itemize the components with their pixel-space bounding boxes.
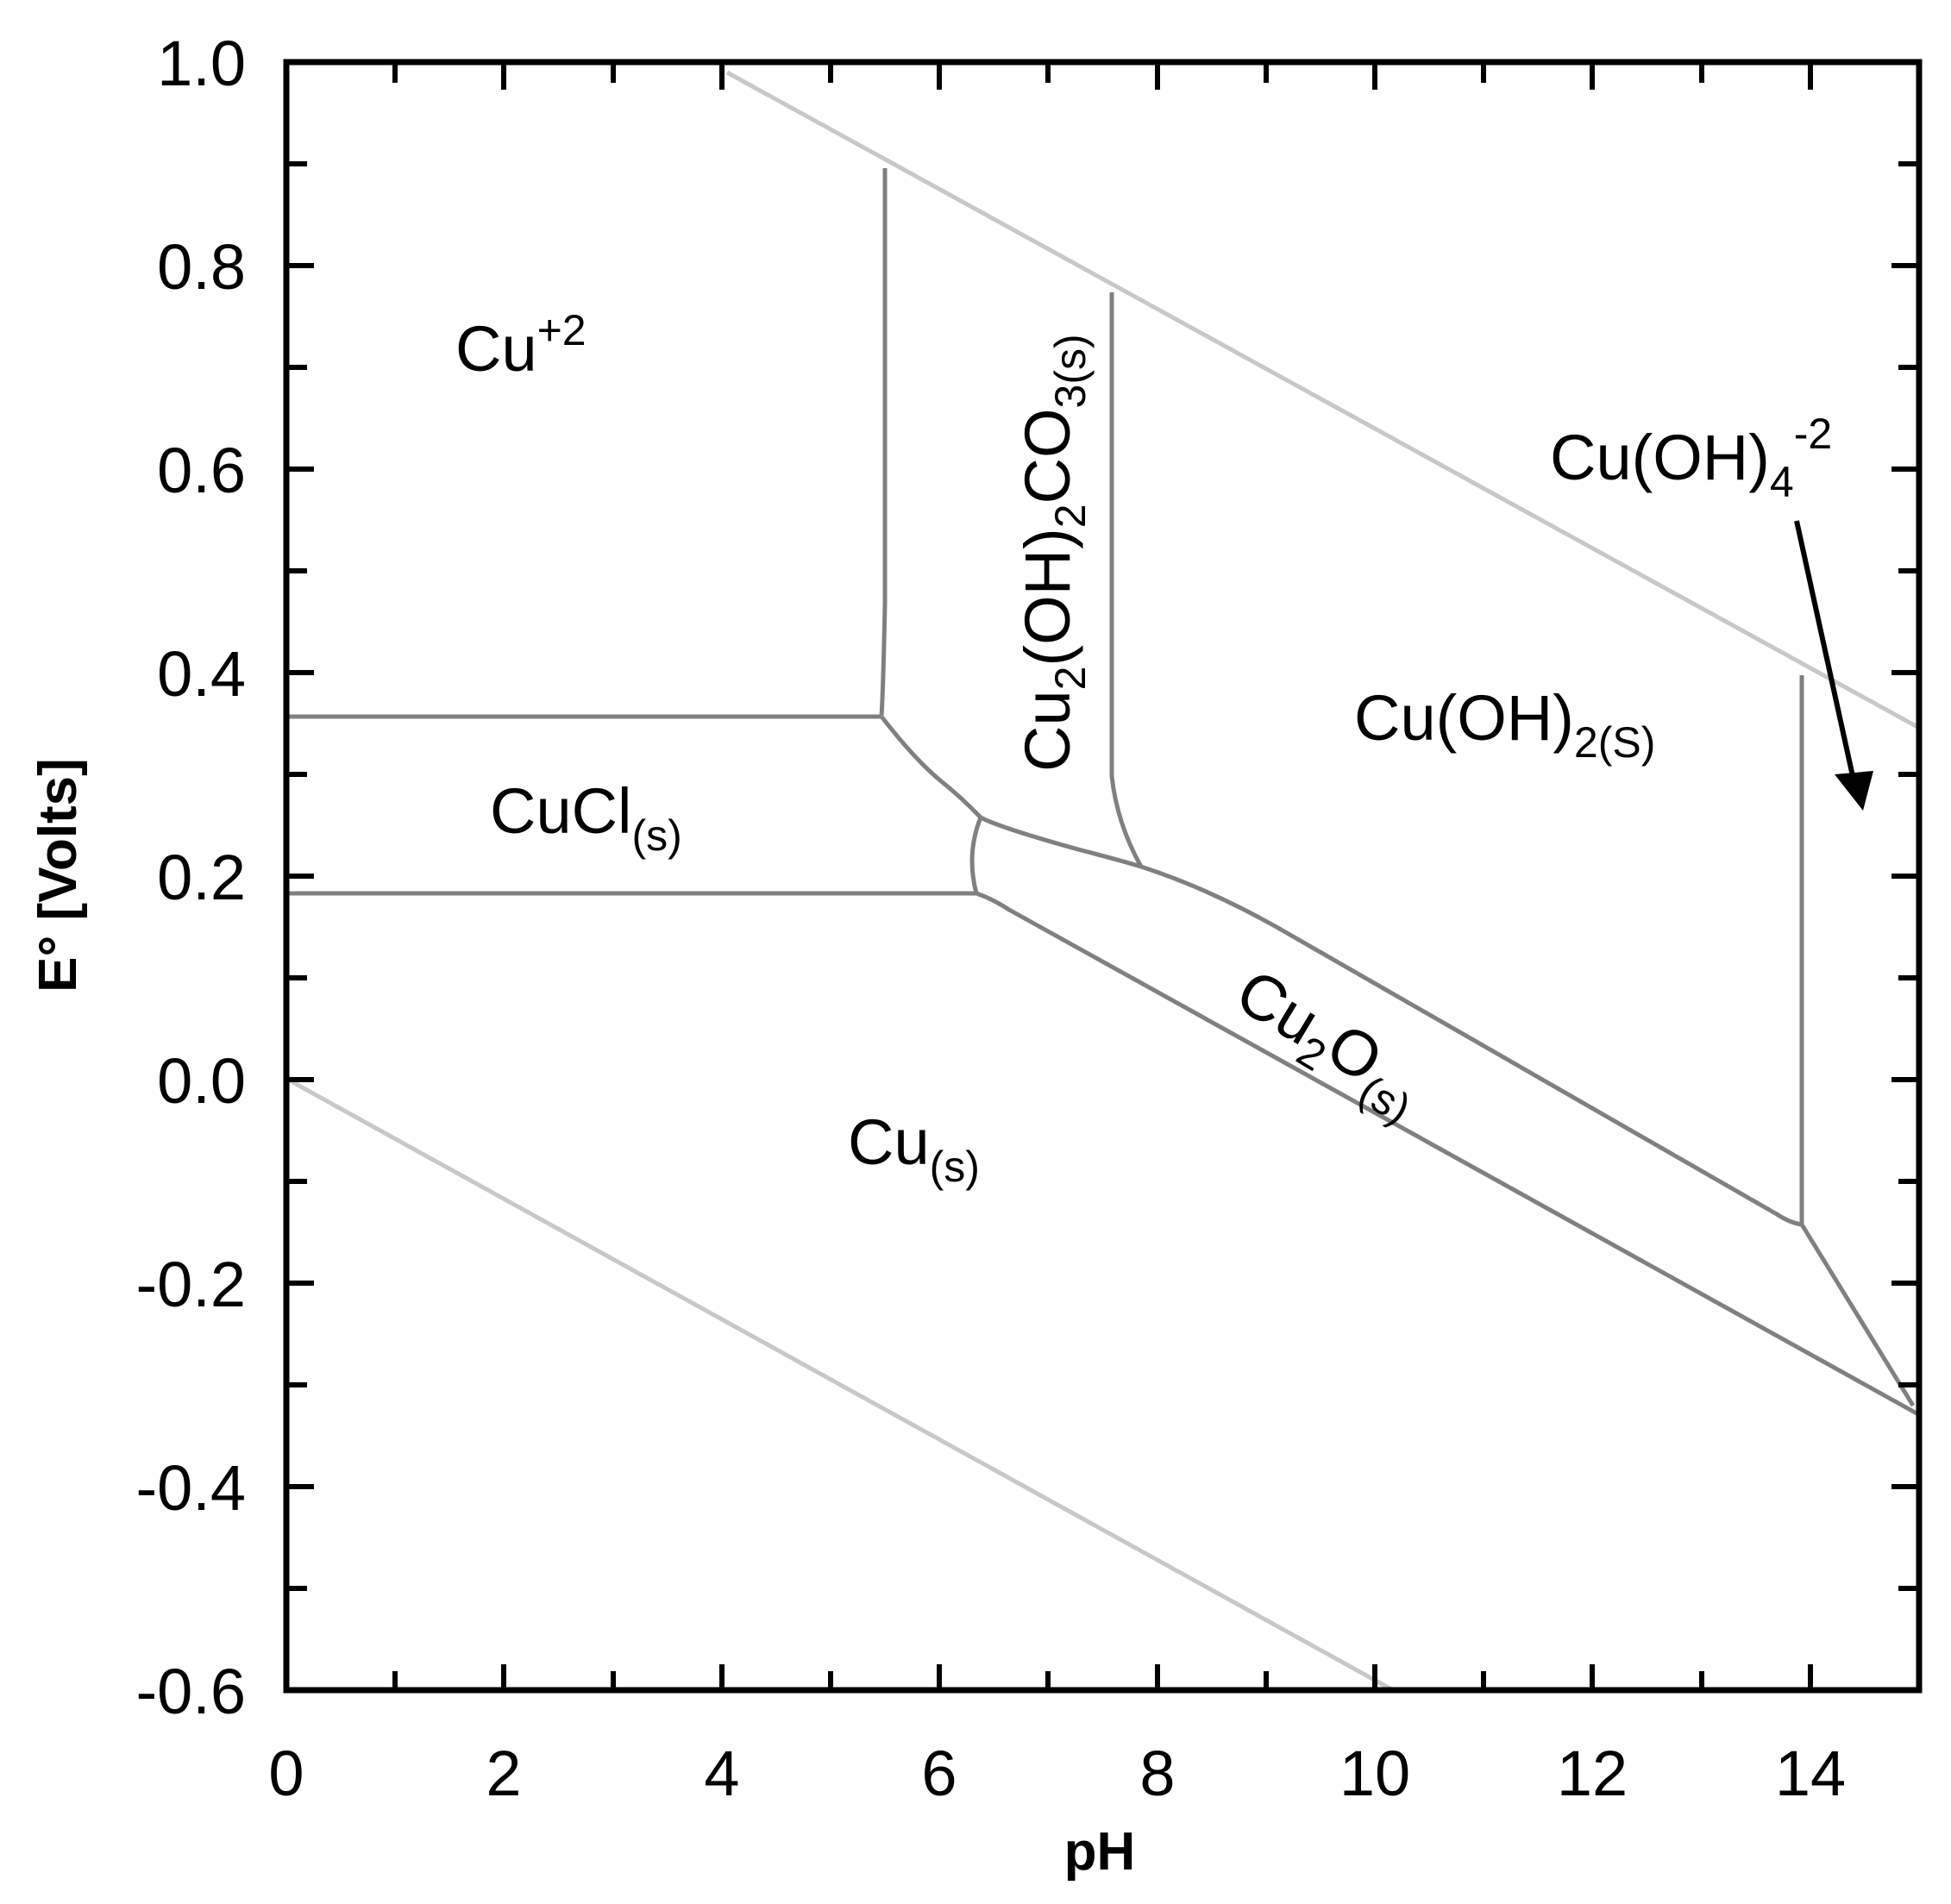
- x-ticks: [392, 62, 1813, 1690]
- x-axis-title: pH: [1064, 1822, 1136, 1882]
- label-sub: 4: [1770, 458, 1794, 506]
- phase-boundaries: [288, 168, 1920, 1417]
- label-part: Cu: [1012, 690, 1083, 772]
- label-sub: (s): [930, 1143, 980, 1191]
- label-sup: +2: [537, 306, 587, 354]
- label-part: 2: [1046, 504, 1095, 528]
- x-tick-label: 0: [268, 1738, 304, 1809]
- x-tick-label: 12: [1557, 1738, 1628, 1809]
- water-lines: [286, 70, 1921, 1693]
- region-label-cu2: Cu+2: [455, 306, 587, 385]
- label-part: 2: [1046, 667, 1095, 691]
- label-sub: (s): [631, 811, 681, 860]
- plot-frame: [283, 59, 1923, 1694]
- region-label-cucl: CuCl(s): [490, 775, 682, 860]
- water-lower-line: [286, 1077, 1395, 1693]
- region-label-hydroxide: Cu(OH)2(S): [1354, 682, 1655, 767]
- boundary-carbonate-hydroxide: [1109, 292, 1144, 868]
- y-tick-label: 0.0: [157, 1045, 246, 1117]
- boundary-cu2-carbonate: [879, 168, 888, 717]
- label-sup: -2: [1794, 410, 1832, 458]
- y-tick-label: 0.6: [157, 435, 246, 506]
- water-upper-line: [725, 70, 1921, 730]
- boundary-hydroxide-cu2o: [1140, 864, 1803, 1227]
- region-label-tetrahydroxocuprate: Cu(OH)4-2: [1550, 410, 1832, 506]
- label-sub: 2(S): [1574, 718, 1655, 767]
- boundary-cucl-cu2o: [969, 817, 983, 894]
- x-tick-label: 14: [1775, 1738, 1846, 1809]
- y-ticks: [286, 161, 1919, 1591]
- region-label-carbonate: Cu2(OH)2CO3(s): [1012, 334, 1095, 772]
- y-tick-label: 0.2: [157, 842, 246, 913]
- boundary-carbonate-cu2o: [979, 815, 1142, 869]
- y-tick-label: -0.4: [135, 1452, 246, 1524]
- label-main: Cu: [455, 313, 537, 385]
- label-part: (OH): [1012, 528, 1083, 666]
- region-label-cu-solid: Cu(s): [848, 1106, 980, 1191]
- y-tick-label: -0.6: [135, 1656, 246, 1727]
- y-tick-label: 0.8: [157, 231, 246, 303]
- label-main: Cu(OH): [1550, 422, 1770, 493]
- arrow-icon: [1794, 520, 1873, 811]
- x-tick-label: 8: [1139, 1738, 1175, 1809]
- y-tick-label: -0.2: [135, 1249, 246, 1320]
- y-axis-title: E° [Volts]: [28, 758, 88, 993]
- y-tick-labels: 1.0 0.8 0.6 0.4 0.2 0.0 -0.2 -0.4 -0.6: [135, 28, 246, 1727]
- boundary-cu2o-cu: [976, 891, 1920, 1417]
- y-tick-label: 1.0: [157, 28, 246, 99]
- x-tick-label: 6: [921, 1738, 957, 1809]
- x-tick-labels: 0 2 4 6 8 10 12 14: [268, 1738, 1846, 1809]
- x-tick-label: 10: [1339, 1738, 1410, 1809]
- label-part: CO: [1012, 408, 1083, 504]
- x-tick-label: 4: [704, 1738, 739, 1809]
- label-main: Cu: [848, 1106, 930, 1178]
- x-tick-label: 2: [486, 1738, 521, 1809]
- boundary-cucl-carbonate: [880, 715, 982, 819]
- boundary-tetra-cu2o: [1799, 1223, 1916, 1407]
- label-main: Cu(OH): [1354, 682, 1574, 754]
- label-main: CuCl: [490, 775, 631, 847]
- y-tick-label: 0.4: [157, 638, 246, 710]
- label-part: 3(s): [1046, 334, 1095, 408]
